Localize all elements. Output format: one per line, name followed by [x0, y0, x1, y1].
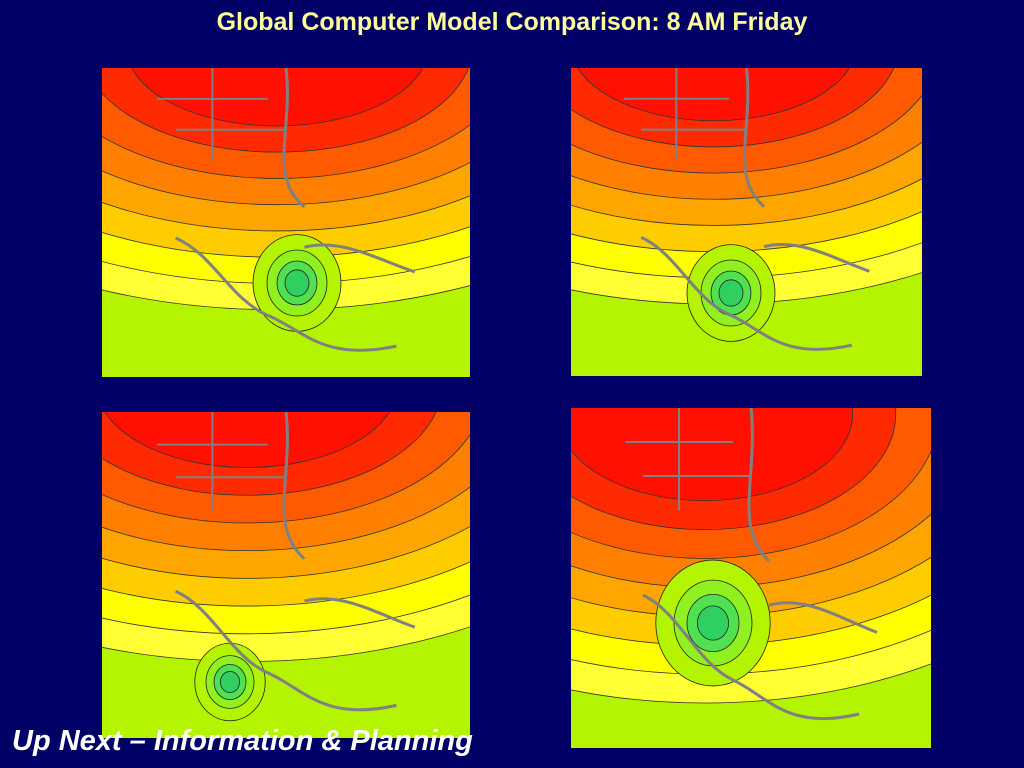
- model-map: [102, 412, 470, 738]
- pressure-band: [104, 412, 390, 468]
- storm-contour: [284, 269, 310, 297]
- storm-contour: [220, 671, 241, 693]
- coastline: [175, 68, 416, 352]
- pressure-band: [577, 68, 851, 122]
- state-borders: [623, 68, 747, 161]
- storm-contour: [718, 279, 744, 307]
- coastline: [642, 408, 878, 720]
- state-borders: [157, 68, 286, 161]
- storm-contour: [697, 605, 730, 641]
- model-map: [102, 68, 470, 377]
- coastline: [640, 68, 870, 351]
- state-borders: [157, 412, 286, 510]
- pressure-band: [131, 68, 424, 127]
- model-map: [571, 68, 922, 376]
- model-map: [571, 408, 931, 748]
- footer-text: Up Next – Information & Planning: [12, 725, 473, 757]
- slide-title: Global Computer Model Comparison: 8 AM F…: [216, 8, 808, 36]
- state-borders: [625, 408, 751, 510]
- pressure-band: [571, 408, 853, 502]
- coastline: [174, 412, 416, 712]
